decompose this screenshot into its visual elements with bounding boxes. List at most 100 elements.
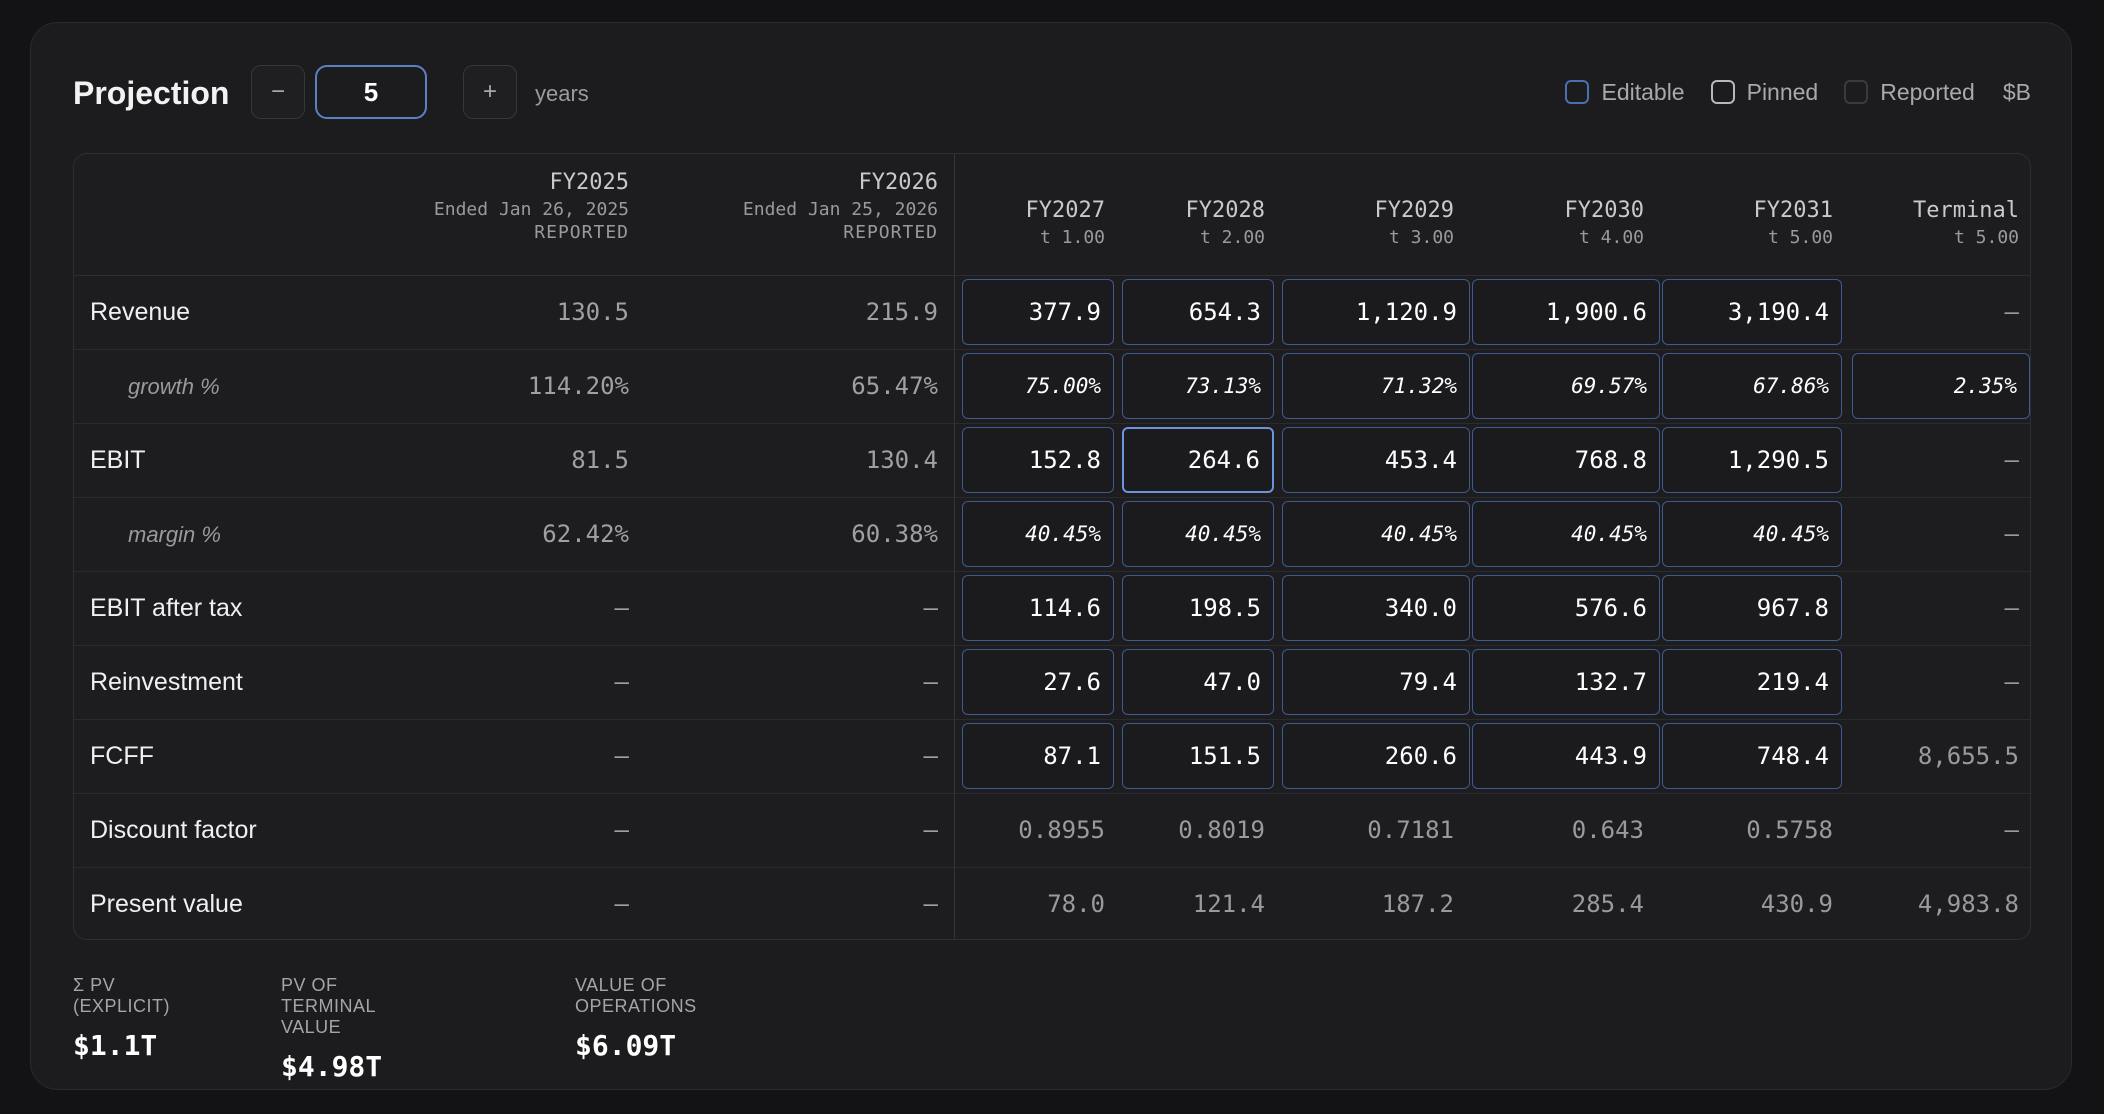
- reported-toggle[interactable]: Reported: [1844, 79, 1975, 106]
- projected-value-input[interactable]: 79.4: [1282, 649, 1470, 715]
- projected-value-input[interactable]: 768.8: [1472, 427, 1660, 493]
- projected-value-input[interactable]: 27.6: [962, 649, 1114, 715]
- table-row: EBIT after tax – –114.6 198.5 340.0 576.6 967.…: [74, 572, 2030, 646]
- projected-value-input[interactable]: 87.1: [962, 723, 1114, 789]
- projected-value: 285.4: [1571, 890, 1644, 918]
- projected-value-input[interactable]: 40.45%: [1472, 501, 1660, 567]
- projected-value-input[interactable]: 260.6: [1282, 723, 1470, 789]
- reported-checkbox-icon: [1844, 80, 1869, 104]
- years-input[interactable]: [315, 65, 427, 119]
- table-row: growth % 114.20% 65.47% 75.00% 73.13% 71.32% 6…: [74, 350, 2030, 424]
- column-period-t: t 5.00: [1767, 227, 1833, 248]
- currency-unit: $B: [2002, 78, 2031, 105]
- historical-value: –: [923, 668, 938, 696]
- column-header-projected: FY2027 t 1.00: [935, 198, 1105, 248]
- column-year: FY2028: [1185, 198, 1265, 223]
- terminal-value: –: [2004, 446, 2019, 474]
- projected-value-input[interactable]: 75.00%: [962, 353, 1114, 419]
- column-year: FY2026: [858, 170, 938, 195]
- projected-value-input[interactable]: 1,290.5: [1662, 427, 1842, 493]
- terminal-value: –: [2004, 520, 2019, 548]
- projected-value-input[interactable]: 47.0: [1122, 649, 1274, 715]
- projected-value-input[interactable]: 443.9: [1472, 723, 1660, 789]
- column-divider: [954, 154, 955, 939]
- projected-value-input[interactable]: 340.0: [1282, 575, 1470, 641]
- summary-value: $6.09T: [575, 1029, 677, 1062]
- projected-value-input[interactable]: 198.5: [1122, 575, 1274, 641]
- projected-value-input[interactable]: 576.6: [1472, 575, 1660, 641]
- editable-checkbox-icon: [1565, 80, 1590, 104]
- projected-value-input[interactable]: 1,120.9: [1282, 279, 1470, 345]
- terminal-value: –: [2004, 594, 2019, 622]
- projected-value-input[interactable]: 114.6: [962, 575, 1114, 641]
- historical-value: –: [923, 594, 938, 622]
- column-period-t: t 3.00: [1388, 227, 1454, 248]
- row-label: FCFF: [90, 742, 154, 770]
- reported-tag: REPORTED: [534, 222, 629, 243]
- projected-value-input[interactable]: 377.9: [962, 279, 1114, 345]
- table-row: Discount factor – – 0.8955 0.8019 0.7181 0.643…: [74, 794, 2030, 868]
- table-row: Reinvestment – –27.6 47.0 79.4 132.7 219.4–: [74, 646, 2030, 720]
- increment-years-button[interactable]: +: [463, 65, 517, 119]
- editable-toggle[interactable]: Editable: [1565, 79, 1685, 106]
- projected-value-input[interactable]: 1,900.6: [1472, 279, 1660, 345]
- column-period-t: t 4.00: [1578, 227, 1644, 248]
- page-title: Projection: [73, 75, 230, 111]
- decrement-years-button[interactable]: −: [251, 65, 305, 119]
- historical-value: 62.42%: [542, 520, 629, 548]
- projected-value-input[interactable]: 219.4: [1662, 649, 1842, 715]
- projected-value-input[interactable]: 967.8: [1662, 575, 1842, 641]
- projected-value-input[interactable]: 69.57%: [1472, 353, 1660, 419]
- pinned-toggle[interactable]: Pinned: [1710, 78, 1819, 106]
- projected-value-input[interactable]: 40.45%: [962, 501, 1114, 567]
- terminal-value: –: [2004, 668, 2019, 696]
- column-period-t: t 2.00: [1199, 227, 1265, 248]
- row-label: EBIT: [90, 446, 146, 474]
- projected-value-input[interactable]: 748.4: [1662, 723, 1842, 789]
- row-label: EBIT after tax: [90, 594, 243, 622]
- row-label: growth %: [128, 374, 220, 399]
- projected-value-input[interactable]: 40.45%: [1122, 501, 1274, 567]
- projected-value-input[interactable]: 152.8: [962, 427, 1114, 493]
- table-header: FY2025 Ended Jan 26, 2025 REPORTED FY2026 En…: [74, 154, 2030, 276]
- column-year: FY2031: [1753, 198, 1833, 223]
- row-label: margin %: [128, 522, 221, 547]
- projected-value-input[interactable]: 71.32%: [1282, 353, 1470, 419]
- projected-value: 0.8019: [1178, 816, 1265, 844]
- summary-label: VALUE OF OPERATIONS: [575, 975, 697, 1016]
- historical-value: 114.20%: [527, 372, 629, 400]
- summary-value: $1.1T: [73, 1029, 158, 1062]
- projection-card: Projection − + years Editable Pinned Rep…: [30, 22, 2072, 1090]
- projected-value-input[interactable]: 3,190.4: [1662, 279, 1842, 345]
- projected-value-input[interactable]: 264.6: [1122, 427, 1274, 493]
- historical-value: –: [614, 742, 629, 770]
- projected-value-input[interactable]: 453.4: [1282, 427, 1470, 493]
- pinned-label: Pinned: [1746, 78, 1819, 105]
- projected-value-input[interactable]: 151.5: [1122, 723, 1274, 789]
- projection-table: FY2025 Ended Jan 26, 2025 REPORTED FY2026 En…: [73, 153, 2031, 940]
- historical-value: –: [923, 890, 938, 918]
- historical-value: 60.38%: [851, 520, 938, 548]
- column-header-historical: FY2026 Ended Jan 25, 2026 REPORTED: [638, 170, 938, 243]
- projected-value: 430.9: [1760, 890, 1833, 918]
- table-row: Revenue 130.5 215.9 377.9 654.3 1,120.9 1,900.…: [74, 276, 2030, 350]
- projected-value-input[interactable]: 73.13%: [1122, 353, 1274, 419]
- table-row: EBIT 81.5 130.4 152.8 264.6 453.4 768.8 1,290.5…: [74, 424, 2030, 498]
- projected-value-input[interactable]: 67.86%: [1662, 353, 1842, 419]
- column-year: FY2027: [1025, 198, 1105, 223]
- terminal-growth-input[interactable]: 2.35%: [1852, 353, 2030, 419]
- historical-value: –: [614, 594, 629, 622]
- projected-value: 187.2: [1381, 890, 1454, 918]
- historical-value: –: [923, 742, 938, 770]
- column-header-historical: FY2025 Ended Jan 26, 2025 REPORTED: [329, 170, 629, 243]
- historical-value: –: [614, 890, 629, 918]
- projected-value: 0.643: [1571, 816, 1644, 844]
- projected-value-input[interactable]: 654.3: [1122, 279, 1274, 345]
- column-year: Terminal: [1913, 198, 2019, 223]
- terminal-value: 8,655.5: [1917, 742, 2019, 770]
- projected-value-input[interactable]: 132.7: [1472, 649, 1660, 715]
- projected-value-input[interactable]: 40.45%: [1282, 501, 1470, 567]
- projected-value-input[interactable]: 40.45%: [1662, 501, 1842, 567]
- table-row: margin % 62.42% 60.38% 40.45% 40.45% 40.45% 40…: [74, 498, 2030, 572]
- projected-value: 0.8955: [1018, 816, 1105, 844]
